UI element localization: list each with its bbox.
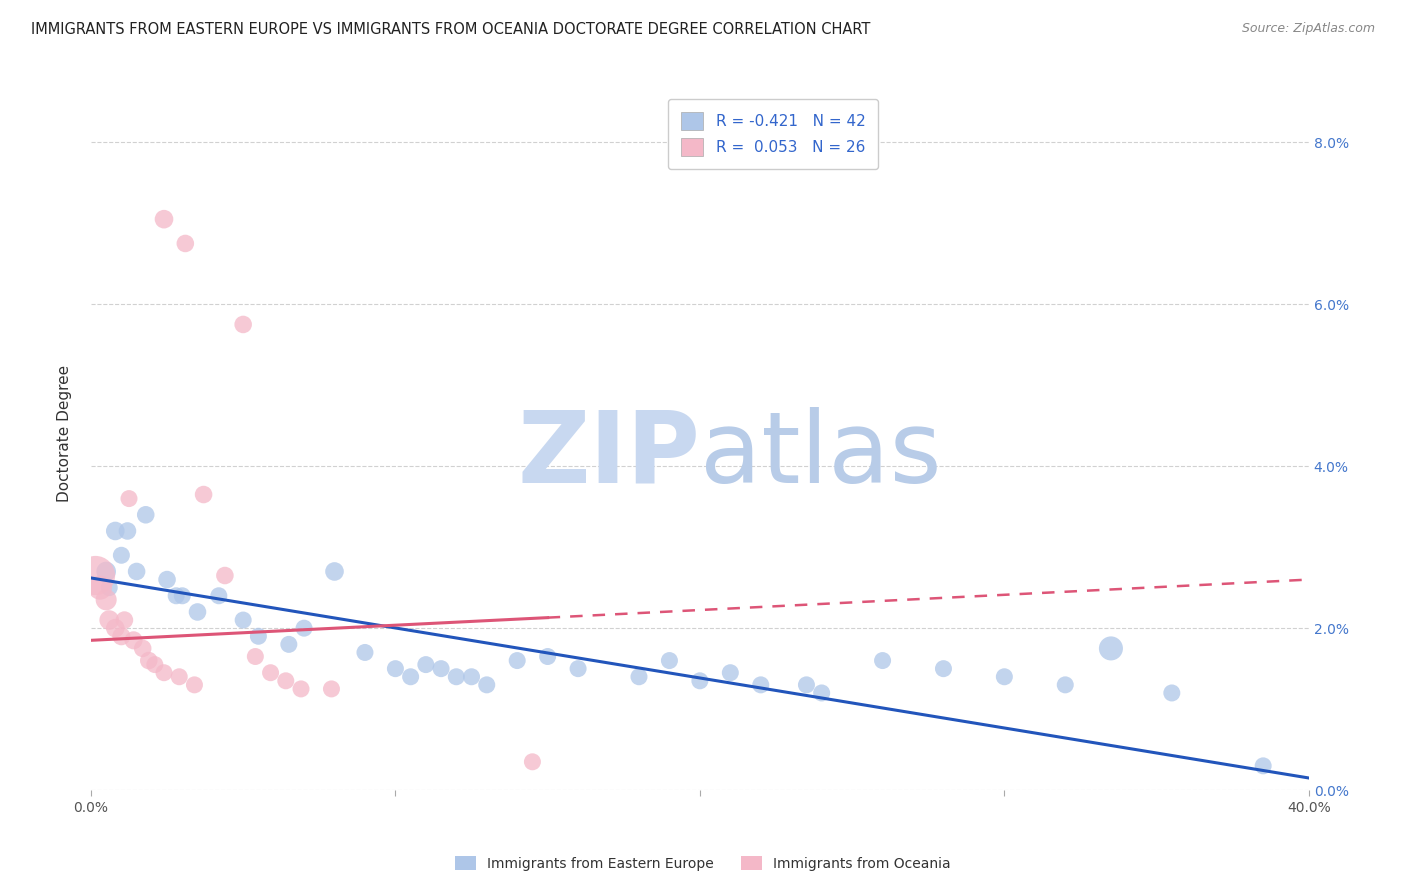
Point xyxy=(104,621,127,635)
Point xyxy=(506,654,529,668)
Point xyxy=(415,657,437,672)
Point xyxy=(1099,641,1122,656)
Point xyxy=(274,673,297,688)
Point xyxy=(112,613,135,627)
Point xyxy=(810,686,832,700)
Point xyxy=(117,524,139,538)
Y-axis label: Doctorate Degree: Doctorate Degree xyxy=(58,365,72,502)
Point xyxy=(110,629,132,643)
Point xyxy=(135,508,157,522)
Point xyxy=(1054,678,1077,692)
Point xyxy=(993,670,1015,684)
Point xyxy=(290,681,312,696)
Point xyxy=(932,662,955,676)
Point xyxy=(796,678,818,692)
Point xyxy=(183,678,205,692)
Point xyxy=(872,654,894,668)
Point xyxy=(522,755,544,769)
Point xyxy=(153,665,176,680)
Point xyxy=(749,678,772,692)
Point xyxy=(323,565,346,579)
Point xyxy=(232,613,254,627)
Point xyxy=(277,637,299,651)
Point xyxy=(96,565,118,579)
Point xyxy=(658,654,681,668)
Point xyxy=(446,670,468,684)
Point xyxy=(138,654,160,668)
Point xyxy=(131,641,153,656)
Point xyxy=(567,662,589,676)
Point xyxy=(98,581,121,595)
Point xyxy=(89,581,111,595)
Point xyxy=(1160,686,1182,700)
Point xyxy=(125,565,148,579)
Point xyxy=(247,629,270,643)
Legend: Immigrants from Eastern Europe, Immigrants from Oceania: Immigrants from Eastern Europe, Immigran… xyxy=(450,850,956,876)
Point xyxy=(689,673,711,688)
Point xyxy=(118,491,141,506)
Point xyxy=(208,589,231,603)
Point xyxy=(460,670,482,684)
Point xyxy=(156,573,179,587)
Point xyxy=(96,592,118,607)
Point xyxy=(232,318,254,332)
Point xyxy=(172,589,194,603)
Point xyxy=(259,665,281,680)
Text: atlas: atlas xyxy=(700,407,942,504)
Point xyxy=(104,524,127,538)
Point xyxy=(430,662,453,676)
Point xyxy=(627,670,650,684)
Point xyxy=(174,236,197,251)
Point xyxy=(475,678,498,692)
Point xyxy=(153,212,176,227)
Point xyxy=(1251,759,1274,773)
Text: ZIP: ZIP xyxy=(517,407,700,504)
Point xyxy=(214,568,236,582)
Point xyxy=(84,568,107,582)
Point xyxy=(193,487,215,501)
Point xyxy=(143,657,166,672)
Point xyxy=(98,613,121,627)
Point xyxy=(718,665,741,680)
Point xyxy=(165,589,187,603)
Point xyxy=(384,662,406,676)
Point xyxy=(321,681,343,696)
Point xyxy=(122,633,145,648)
Point xyxy=(245,649,267,664)
Point xyxy=(399,670,422,684)
Text: Source: ZipAtlas.com: Source: ZipAtlas.com xyxy=(1241,22,1375,36)
Legend: R = -0.421   N = 42, R =  0.053   N = 26: R = -0.421 N = 42, R = 0.053 N = 26 xyxy=(668,99,877,169)
Point xyxy=(292,621,315,635)
Point xyxy=(354,645,377,659)
Point xyxy=(186,605,208,619)
Point xyxy=(167,670,190,684)
Point xyxy=(110,549,132,563)
Text: IMMIGRANTS FROM EASTERN EUROPE VS IMMIGRANTS FROM OCEANIA DOCTORATE DEGREE CORRE: IMMIGRANTS FROM EASTERN EUROPE VS IMMIGR… xyxy=(31,22,870,37)
Point xyxy=(537,649,560,664)
